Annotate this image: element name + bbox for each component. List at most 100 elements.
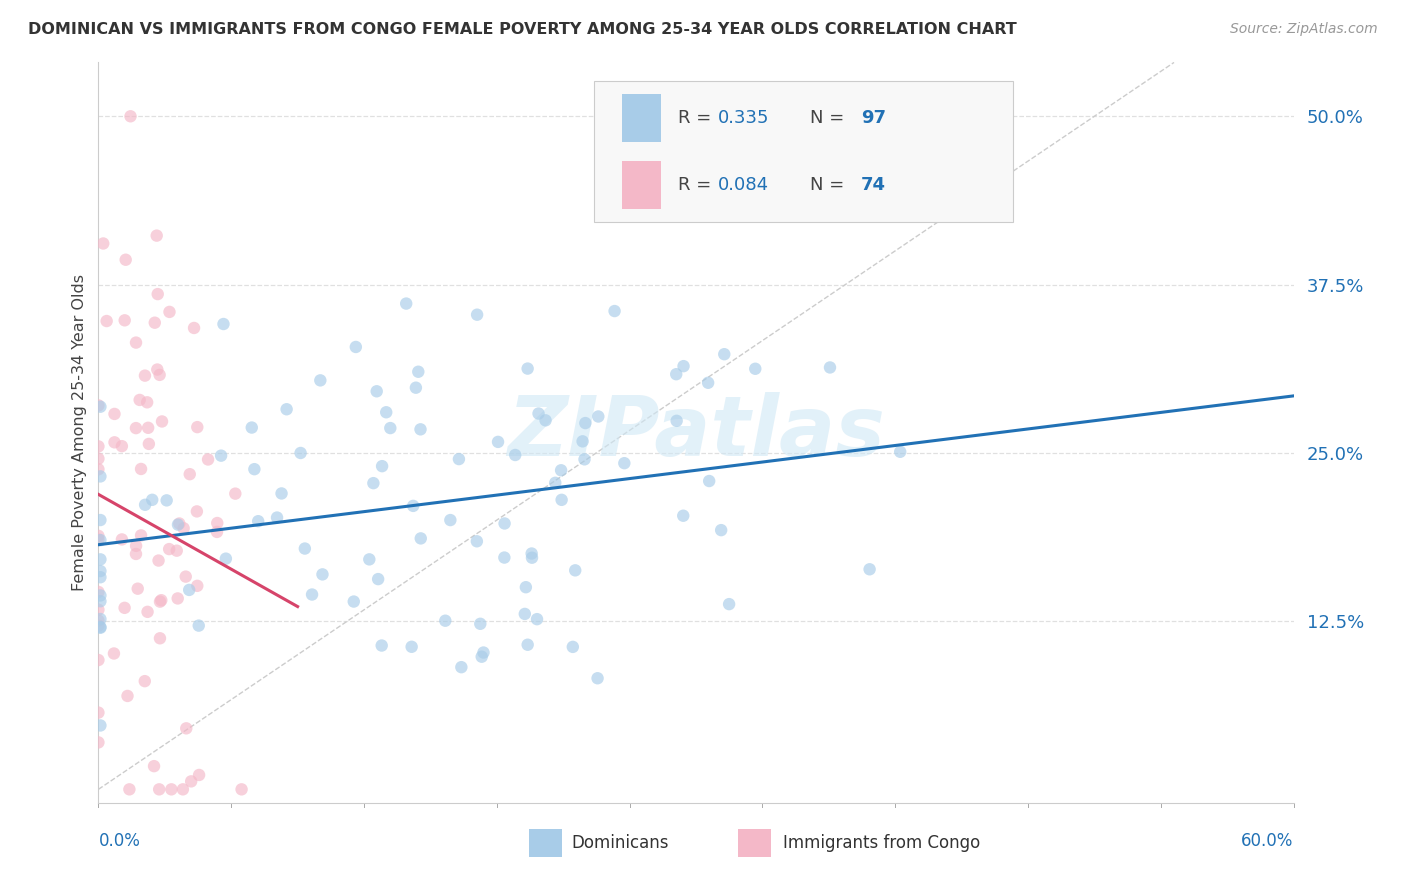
Point xyxy=(111,439,134,453)
Point xyxy=(401,640,423,654)
Point xyxy=(87,533,110,547)
Point xyxy=(89,400,111,414)
Point xyxy=(87,585,110,599)
Point xyxy=(503,448,526,462)
Point xyxy=(160,782,183,797)
Point xyxy=(87,653,110,667)
Point xyxy=(439,513,461,527)
Point xyxy=(527,407,550,421)
Point xyxy=(157,542,180,557)
Point xyxy=(405,381,427,395)
Text: Source: ZipAtlas.com: Source: ZipAtlas.com xyxy=(1230,22,1378,37)
Point xyxy=(672,359,695,373)
Point xyxy=(574,452,596,467)
Point xyxy=(366,384,388,399)
Point xyxy=(172,782,194,797)
Point xyxy=(359,552,381,566)
Point xyxy=(136,605,159,619)
Point xyxy=(588,409,610,424)
Point xyxy=(395,296,418,310)
Point xyxy=(450,660,472,674)
Text: 0.335: 0.335 xyxy=(717,109,769,127)
Point xyxy=(472,646,495,660)
Point xyxy=(526,612,548,626)
Point xyxy=(120,109,142,123)
Point xyxy=(186,420,208,434)
Point xyxy=(89,564,111,578)
Point xyxy=(603,304,626,318)
Point xyxy=(447,452,470,467)
Point xyxy=(89,513,111,527)
Text: 0.0%: 0.0% xyxy=(98,832,141,850)
Point xyxy=(89,589,111,603)
Text: N =: N = xyxy=(810,109,849,127)
Point xyxy=(276,402,298,417)
Point xyxy=(87,439,110,453)
Point xyxy=(363,476,385,491)
Point xyxy=(550,463,572,477)
Point xyxy=(128,392,150,407)
Point xyxy=(613,456,636,470)
Point xyxy=(434,614,457,628)
Point xyxy=(290,446,312,460)
Point xyxy=(343,594,366,608)
Text: R =: R = xyxy=(678,109,717,127)
Text: 0.084: 0.084 xyxy=(717,176,769,194)
Point xyxy=(87,614,110,628)
Point xyxy=(87,451,110,466)
Point xyxy=(173,521,195,535)
Point xyxy=(125,335,148,350)
Point xyxy=(818,360,841,375)
Point xyxy=(129,528,152,542)
Point xyxy=(672,508,695,523)
Point xyxy=(87,529,110,543)
Point xyxy=(224,486,246,500)
Point xyxy=(129,462,152,476)
Point xyxy=(87,462,110,476)
Point xyxy=(247,514,270,528)
Point xyxy=(114,252,136,267)
Point xyxy=(143,759,166,773)
Text: 97: 97 xyxy=(860,109,886,127)
Point xyxy=(114,600,136,615)
Point xyxy=(561,640,583,654)
Point xyxy=(89,533,111,547)
Point xyxy=(571,434,593,449)
Point xyxy=(134,674,156,689)
Point xyxy=(89,620,111,634)
Point xyxy=(516,638,538,652)
Point xyxy=(117,689,139,703)
Point xyxy=(187,618,209,632)
Point xyxy=(141,492,163,507)
FancyBboxPatch shape xyxy=(621,161,661,209)
Point xyxy=(370,639,392,653)
Point xyxy=(367,572,389,586)
Point xyxy=(87,735,110,749)
Point xyxy=(409,532,432,546)
Point xyxy=(465,534,488,549)
Point xyxy=(118,782,141,797)
Point xyxy=(718,597,741,611)
Point xyxy=(103,435,125,450)
Text: Dominicans: Dominicans xyxy=(572,834,669,852)
Point xyxy=(470,616,492,631)
Point xyxy=(494,550,516,565)
Point xyxy=(270,486,292,500)
Point xyxy=(149,632,172,646)
Text: DOMINICAN VS IMMIGRANTS FROM CONGO FEMALE POVERTY AMONG 25-34 YEAR OLDS CORRELAT: DOMINICAN VS IMMIGRANTS FROM CONGO FEMAL… xyxy=(28,22,1017,37)
Text: 74: 74 xyxy=(860,176,886,194)
Point xyxy=(513,607,536,621)
Point xyxy=(665,368,688,382)
Point xyxy=(159,305,181,319)
Point xyxy=(205,524,228,539)
Point xyxy=(166,543,188,558)
Point xyxy=(486,434,509,449)
Point xyxy=(136,421,159,435)
Point xyxy=(91,236,114,251)
Text: N =: N = xyxy=(810,176,849,194)
Point xyxy=(146,362,169,376)
Point xyxy=(375,405,398,419)
Point xyxy=(409,422,432,436)
Point xyxy=(550,492,572,507)
Point xyxy=(89,469,111,483)
